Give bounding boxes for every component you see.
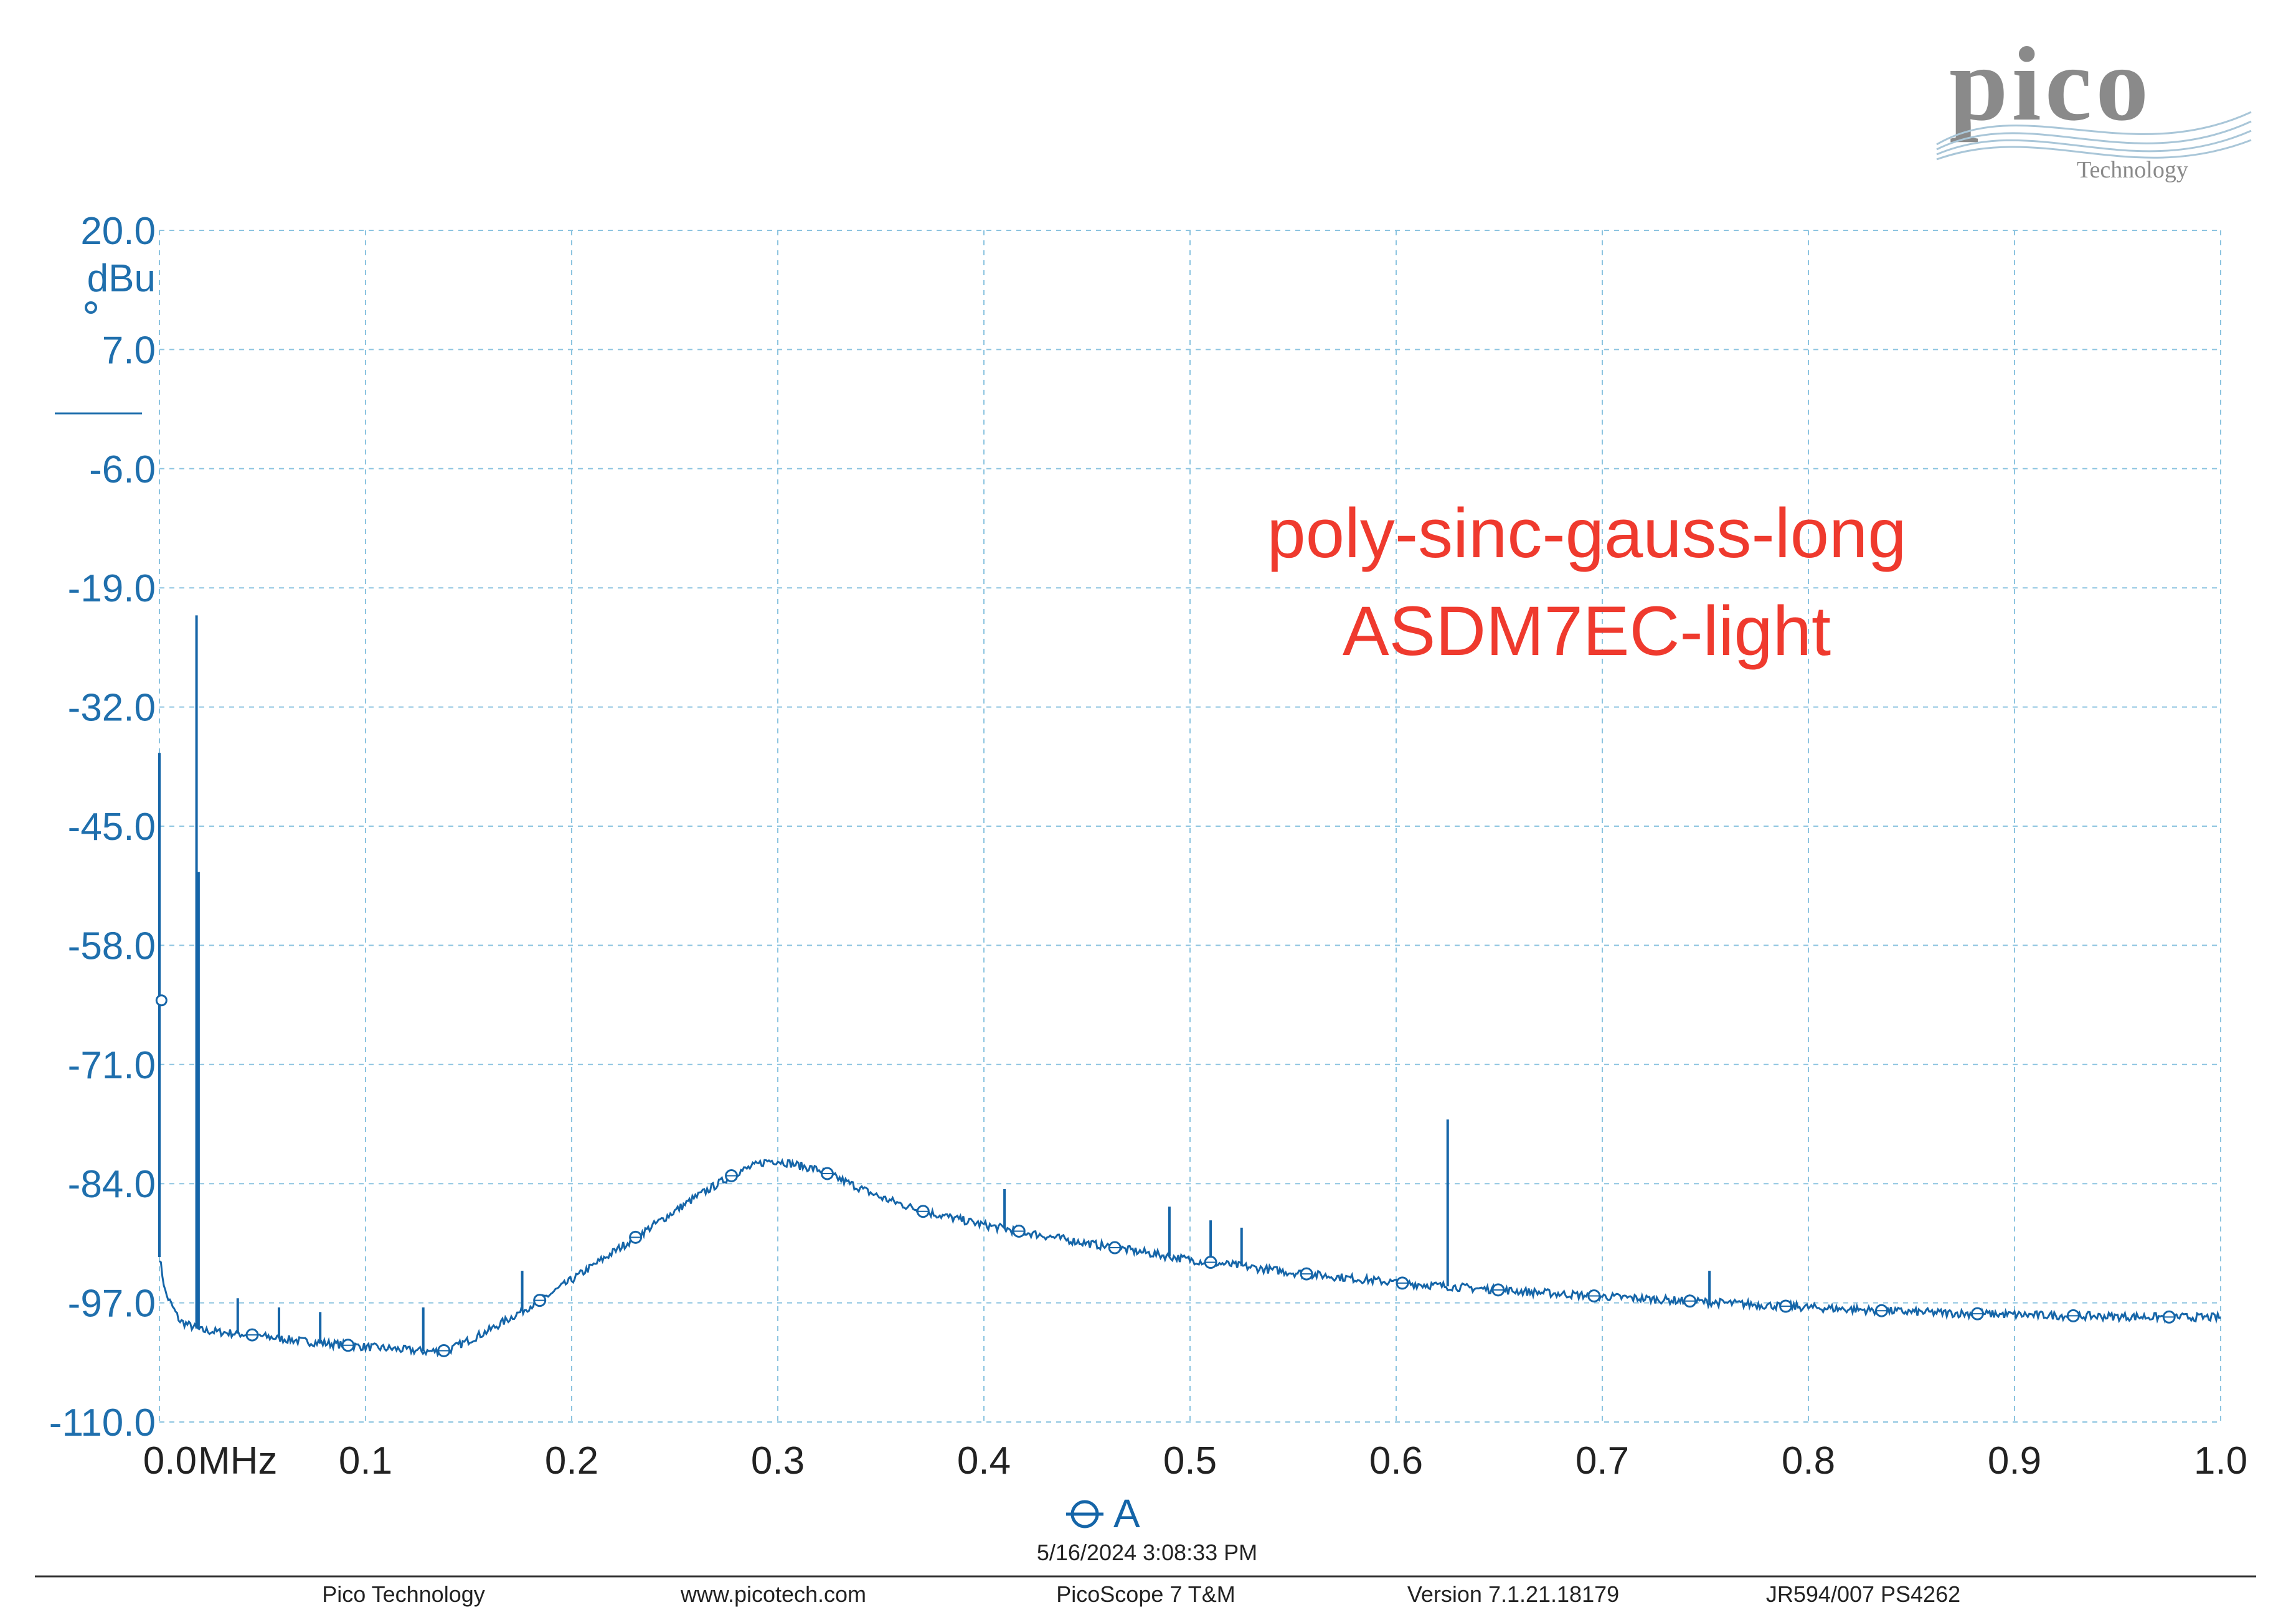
x-tick-label: 0.2: [545, 1439, 598, 1482]
y-tick-label: 7.0: [102, 329, 156, 372]
series-a-markers: [155, 994, 2176, 1357]
y-axis-ticks: 20.0 7.0 -6.0 -19.0 -32.0 -45.0 -58.0 -71.0 -84.…: [49, 210, 156, 1444]
x-tick-label: 0.8: [1782, 1439, 1835, 1482]
x-axis-ticks: 0.0 0.1 0.2 0.3 0.4 0.5 0.6 0.7 0.8 0.9 1.0: [143, 1439, 2247, 1482]
x-tick-label: 0.4: [957, 1439, 1011, 1482]
x-tick-label: 0.9: [1988, 1439, 2041, 1482]
y-tick-label: -32.0: [68, 687, 156, 730]
grid-lines: [159, 230, 2221, 1423]
legend-label: A: [1113, 1491, 1140, 1536]
x-tick-label: 0.7: [1576, 1439, 1629, 1482]
y-axis-unit-label: dBu: [87, 257, 156, 300]
logo-wave-icon: [1936, 111, 2252, 161]
x-tick-label: 0.1: [339, 1439, 392, 1482]
x-tick-label: 0.0: [143, 1439, 197, 1482]
pico-logo: pico Technology: [1936, 26, 2252, 183]
logo-subtext: Technology: [2077, 157, 2188, 183]
y-tick-label: 20.0: [80, 210, 156, 253]
footer-device: JR594/007 PS4262: [1766, 1581, 1960, 1607]
channel-a-marker-icon: [1066, 1500, 1103, 1528]
footer-product: PicoScope 7 T&M: [1056, 1581, 1235, 1607]
logo-text: pico: [1949, 26, 2152, 143]
y-tick-label: -71.0: [68, 1044, 156, 1087]
footer-website: www.picotech.com: [680, 1581, 866, 1607]
legend: A: [1066, 1491, 1140, 1536]
footer-company: Pico Technology: [322, 1581, 485, 1607]
x-tick-label: 0.6: [1369, 1439, 1423, 1482]
footer-version: Version 7.1.21.18179: [1407, 1581, 1619, 1607]
y-tick-label: -19.0: [68, 567, 156, 610]
y-tick-label: -97.0: [68, 1283, 156, 1325]
x-tick-label: 1.0: [2194, 1439, 2247, 1482]
y-tick-label: -45.0: [68, 806, 156, 849]
x-tick-label: 0.3: [751, 1439, 805, 1482]
annotation-line-1: poly-sinc-gauss-long: [1267, 494, 1906, 572]
y-axis-channel-marker-icon: [85, 301, 97, 314]
y-tick-label: -6.0: [89, 448, 156, 491]
y-tick-label: -110.0: [49, 1401, 156, 1444]
series-a-spikes: [158, 615, 1711, 1352]
timestamp: 5/16/2024 3:08:33 PM: [1037, 1540, 1257, 1565]
annotation-line-2: ASDM7EC-light: [1343, 592, 1831, 670]
x-tick-label: 0.5: [1163, 1439, 1217, 1482]
x-axis-unit-label: MHz: [198, 1439, 277, 1482]
series-a-marker: [155, 994, 168, 1007]
y-tick-label: -84.0: [68, 1163, 156, 1206]
y-tick-label: -58.0: [68, 925, 156, 968]
